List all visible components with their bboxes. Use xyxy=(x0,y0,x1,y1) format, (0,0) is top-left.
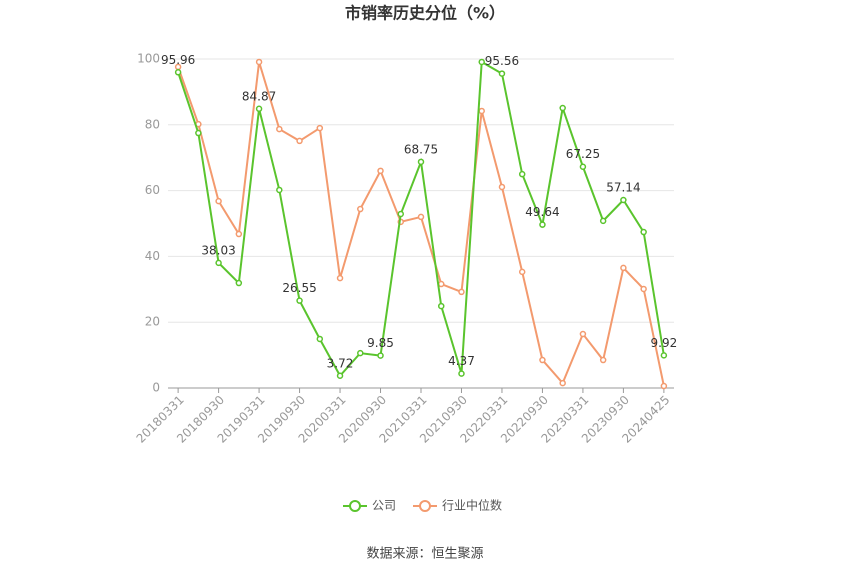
data-label: 38.03 xyxy=(201,243,235,257)
data-point xyxy=(276,125,283,133)
data-point xyxy=(660,382,668,390)
data-label: 95.56 xyxy=(485,54,519,68)
data-point xyxy=(478,58,485,66)
data-label: 4.37 xyxy=(448,354,475,368)
data-point xyxy=(478,107,485,115)
data-point xyxy=(276,186,283,194)
data-point xyxy=(518,268,526,276)
data-point xyxy=(620,264,627,272)
data-point xyxy=(296,137,303,145)
data-point xyxy=(599,217,607,225)
data-label: 9.85 xyxy=(367,336,394,350)
data-point xyxy=(235,230,243,238)
data-point xyxy=(559,379,566,387)
y-tick-label: 100 xyxy=(137,52,160,66)
data-point xyxy=(377,167,384,175)
legend-marker xyxy=(419,500,431,512)
data-point xyxy=(518,170,526,178)
data-point xyxy=(599,356,607,364)
data-point xyxy=(437,280,445,288)
legend-marker xyxy=(349,500,361,512)
data-label: 3.72 xyxy=(327,356,354,370)
data-point xyxy=(579,163,587,170)
data-point xyxy=(437,302,445,310)
data-point xyxy=(458,288,465,296)
data-label: 9.92 xyxy=(651,336,678,350)
data-point xyxy=(316,335,324,343)
y-tick-label: 40 xyxy=(145,249,160,263)
data-point xyxy=(660,352,668,359)
data-label: 57.14 xyxy=(606,181,640,195)
data-point xyxy=(215,197,222,205)
data-point xyxy=(397,210,405,218)
data-label: 68.75 xyxy=(404,142,438,156)
data-label: 67.25 xyxy=(566,147,600,161)
legend-label: 公司 xyxy=(372,499,396,513)
data-point xyxy=(235,279,243,287)
data-point xyxy=(377,352,384,359)
data-point xyxy=(620,196,627,204)
y-tick-label: 0 xyxy=(152,381,160,395)
data-label: 95.96 xyxy=(161,53,195,67)
data-point xyxy=(559,104,566,112)
data-point xyxy=(579,330,587,338)
data-point xyxy=(539,356,546,364)
data-point xyxy=(498,183,506,191)
data-label: 26.55 xyxy=(282,281,316,295)
data-point xyxy=(458,370,465,377)
data-point xyxy=(498,70,506,77)
data-point xyxy=(357,205,364,213)
y-tick-label: 80 xyxy=(145,117,160,131)
data-point xyxy=(174,69,182,76)
data-point xyxy=(195,129,202,137)
data-point xyxy=(336,274,344,282)
data-point xyxy=(640,228,647,236)
data-point xyxy=(640,285,647,293)
source-note: 数据来源：恒生聚源 xyxy=(366,547,483,562)
data-point xyxy=(255,105,263,113)
series-line xyxy=(177,61,665,387)
y-tick-label: 60 xyxy=(145,183,160,197)
legend-label: 行业中位数 xyxy=(442,498,502,513)
data-point xyxy=(417,158,425,166)
data-point xyxy=(296,297,303,304)
y-tick-label: 20 xyxy=(145,315,160,329)
data-point xyxy=(336,372,344,380)
data-label: 84.87 xyxy=(242,89,276,103)
data-point xyxy=(255,58,263,66)
data-label: 49.64 xyxy=(525,205,559,219)
data-point xyxy=(539,221,546,228)
chart-title: 市销率历史分位（%） xyxy=(345,4,505,23)
data-point xyxy=(357,349,364,357)
data-point xyxy=(215,259,222,267)
data-point xyxy=(417,213,425,221)
data-point xyxy=(316,124,324,132)
